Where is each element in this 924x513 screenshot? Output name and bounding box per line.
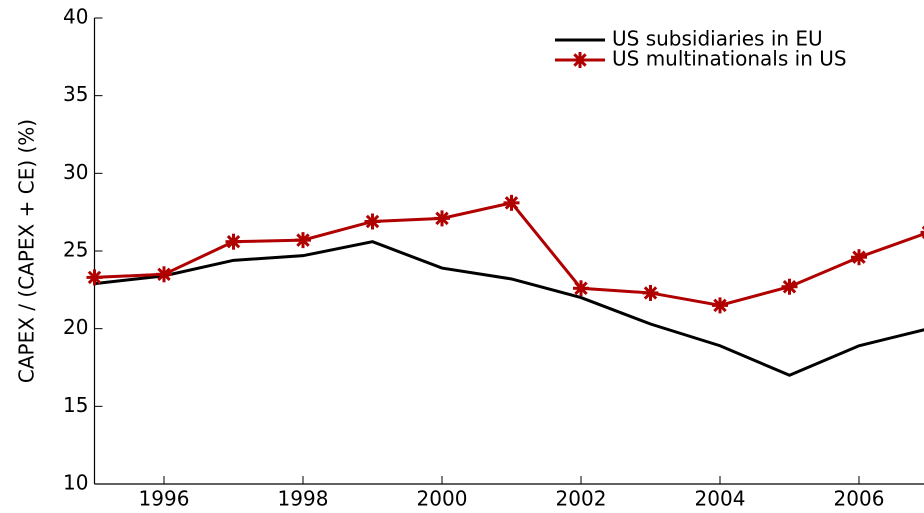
data-point — [364, 213, 381, 230]
data-point — [225, 233, 242, 250]
x-tick-label: 2006 — [834, 487, 885, 511]
marker-stroke — [435, 211, 449, 226]
y-tick-label: 20 — [63, 315, 88, 339]
y-axis-label: CAPEX / (CAPEX + CE) (%) — [15, 119, 39, 383]
marker-stroke — [573, 53, 587, 67]
legend-label: US multinationals in US — [612, 47, 847, 71]
y-tick-label: 15 — [63, 393, 88, 417]
x-tick-label: 2000 — [417, 487, 468, 511]
y-tick-label: 40 — [63, 5, 88, 29]
data-point — [156, 266, 172, 283]
marker-stroke — [87, 270, 102, 285]
data-point — [920, 225, 924, 240]
data-point — [295, 232, 311, 249]
series-line — [94, 240, 924, 377]
data-point — [642, 284, 659, 301]
x-tick-label: 1998 — [278, 487, 329, 511]
marker-stroke — [574, 281, 588, 295]
marker-stroke — [296, 233, 310, 247]
marker-stroke — [365, 214, 380, 229]
legend-marker — [572, 52, 588, 68]
y-tick-label: 30 — [63, 160, 88, 184]
marker-stroke — [226, 234, 241, 249]
legend-label: US subsidiaries in EU — [612, 27, 823, 51]
data-point — [434, 210, 450, 227]
data-point — [86, 269, 103, 286]
y-tick-label: 25 — [63, 238, 88, 262]
marker-stroke — [643, 286, 658, 300]
data-point — [851, 249, 867, 266]
y-tick-label: 35 — [63, 82, 88, 106]
marker-stroke — [852, 250, 866, 264]
marker-stroke — [782, 280, 797, 294]
x-tick-label: 2002 — [556, 487, 607, 511]
data-point — [781, 278, 798, 295]
marker-stroke — [504, 196, 519, 210]
x-tick-label: 2004 — [695, 487, 746, 511]
data-point — [503, 194, 520, 211]
series-line — [94, 201, 924, 307]
x-tick-label: 1996 — [139, 487, 190, 511]
marker-stroke — [713, 298, 727, 313]
y-tick-label: 10 — [63, 471, 88, 495]
data-point — [712, 297, 728, 314]
data-point — [573, 280, 589, 297]
marker-stroke — [157, 267, 171, 282]
